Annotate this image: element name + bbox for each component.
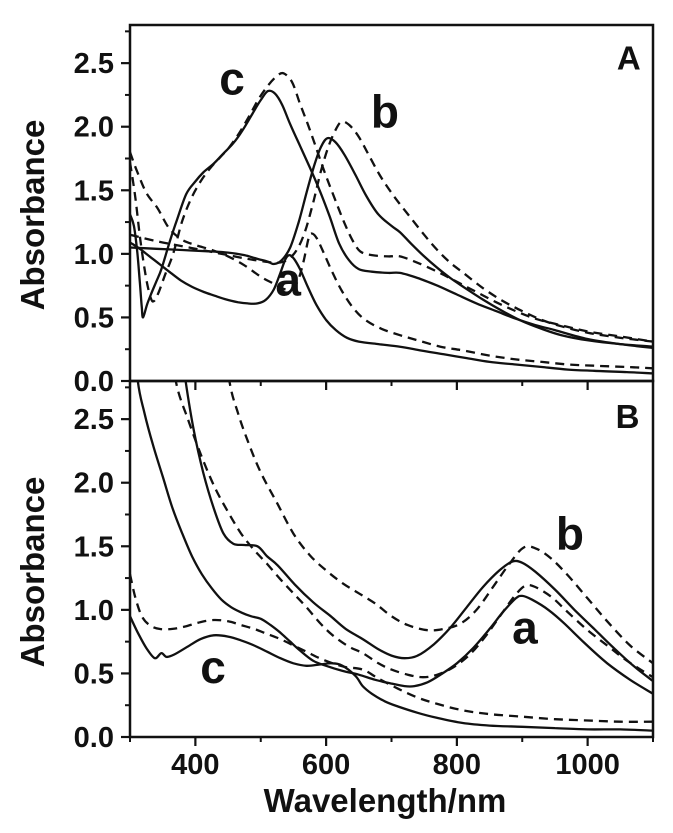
curve-a-solid-panel-a [130,241,653,375]
curve-a-dashed-panel-b [174,381,653,679]
panel-label-a: A [617,40,641,77]
panel-a-y-ticks: 0.0 0.5 1.0 1.5 2.0 2.5 [74,30,130,398]
curve-label-a-panel-a: a [275,253,301,305]
curve-label-c-panel-b: c [200,641,226,693]
curve-label-b-panel-b: b [556,508,584,560]
panel-b-x-ticks: 400 600 800 1000 [129,737,654,781]
curve-c-dashed-panel-a [130,71,653,343]
curve-label-c-panel-a: c [219,52,245,104]
curve-b-solid-panel-b [184,381,653,683]
y-axis-title-panel-a: Absorbance [14,119,51,311]
curve-b-dashed-panel-b [228,381,653,665]
curve-label-b-panel-a: b [371,85,399,137]
y-tick-label: 2.5 [74,404,114,436]
curve-a-solid-panel-b [136,381,653,695]
panel-label-b: B [616,398,640,435]
curve-label-a-panel-b: a [512,602,538,654]
y-tick-label: 1.5 [74,531,114,563]
panel-a-x-ticks [129,381,654,390]
y-tick-label: 2.0 [74,112,114,144]
x-tick-label: 800 [433,749,481,781]
panel-b-curves [130,381,653,732]
y-tick-label: 2.5 [74,48,114,80]
x-tick-label: 400 [171,749,219,781]
y-tick-label: 1.0 [74,595,114,627]
x-tick-label: 1000 [555,749,620,781]
curve-a-dashed-panel-a [130,151,653,370]
curve-c-dashed-panel-b [130,574,653,723]
panel-b-y-ticks: 0.0 0.5 1.0 1.5 2.0 2.5 [74,386,130,754]
curve-c-solid-panel-a [130,89,653,350]
y-tick-label: 0.5 [74,302,114,334]
panel-a-curves [130,71,653,375]
y-tick-label: 1.0 [74,239,114,271]
x-tick-label: 600 [302,749,350,781]
curve-b-solid-panel-a [130,136,653,348]
panel-b-border [128,379,655,739]
y-tick-label: 1.5 [74,175,114,207]
y-axis-title-panel-b: Absorbance [14,476,51,668]
y-tick-label: 2.0 [74,468,114,500]
curve-b-dashed-panel-a [130,120,653,343]
y-tick-label: 0.0 [74,366,114,398]
x-axis-title: Wavelength/nm [263,782,507,819]
y-tick-label: 0.5 [74,658,114,690]
y-tick-label: 0.0 [74,722,114,754]
curve-c-solid-panel-b [130,615,653,732]
panel-a-border [128,23,655,383]
